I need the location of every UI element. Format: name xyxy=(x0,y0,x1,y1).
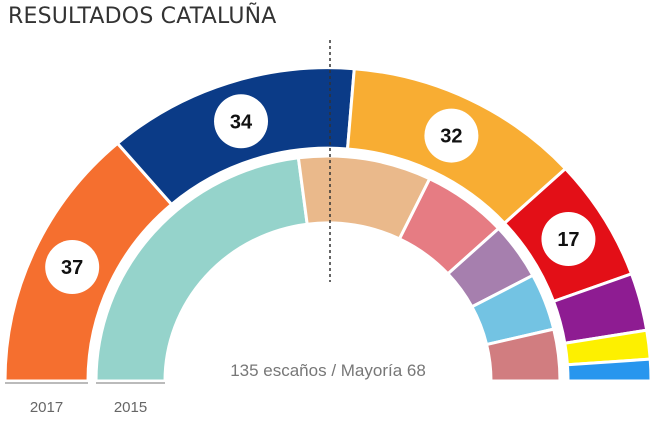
seat-label-2017-2: 32 xyxy=(440,126,462,148)
seat-label-2017-3: 17 xyxy=(557,229,579,251)
chart-title: RESULTADOS CATALUÑA xyxy=(8,4,277,29)
seat-label-2017-0: 37 xyxy=(61,257,83,279)
ring-label-2017: 2017 xyxy=(30,399,63,416)
seat-label-bg-2017-0 xyxy=(45,240,100,295)
ring-2015-segment-5 xyxy=(484,327,562,383)
seat-label-bg-2017-1 xyxy=(214,94,269,149)
seat-label-bg-2017-2 xyxy=(424,108,479,163)
seat-label-2017-1: 34 xyxy=(230,111,253,133)
ring-label-2015: 2015 xyxy=(114,399,147,416)
seats-majority-note: 135 escaños / Mayoría 68 xyxy=(230,361,426,380)
seat-label-bg-2017-3 xyxy=(541,212,596,267)
ring-2017-segment-6 xyxy=(565,357,653,383)
